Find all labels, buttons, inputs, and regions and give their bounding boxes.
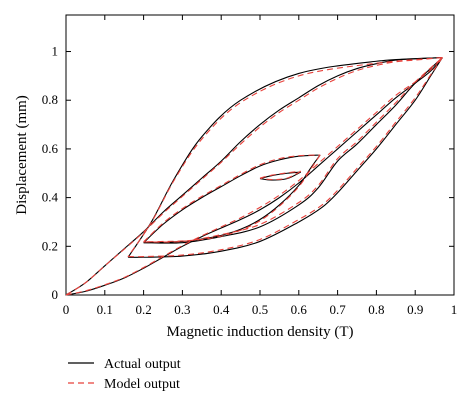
model-minor-ascending-2-curve [143, 57, 443, 243]
model-small-loop-up-curve [259, 170, 301, 179]
model-inner-loop-up-curve [143, 154, 321, 243]
y-axis-ticks: 0 0.2 0.4 0.6 0.8 1 [42, 44, 454, 302]
legend: Actual output Model output [68, 357, 181, 392]
model-inner-loop-down-curve [143, 154, 321, 243]
y-tick-label: 0.6 [42, 141, 59, 156]
y-axis-label: Displacement (mm) [14, 95, 30, 215]
actual-major-ascending-curve [65, 57, 443, 296]
plot-frame [65, 14, 455, 296]
y-tick-label: 1 [52, 44, 59, 59]
model-small-loop-down-curve [259, 170, 301, 181]
x-axis-ticks: 0 0.1 0.2 0.3 0.4 0.5 0.6 0.7 0.8 0.9 1 [63, 15, 458, 317]
actual-minor-ascending-1-curve [128, 57, 443, 258]
model-major-descending-curve [65, 57, 443, 296]
x-tick-label: 0.6 [291, 302, 308, 317]
series-actual-output [65, 57, 443, 296]
model-minor-descending-1-curve [127, 57, 443, 257]
actual-major-descending-curve [65, 57, 443, 296]
x-tick-label: 0.3 [174, 302, 190, 317]
x-tick-label: 0.2 [135, 302, 151, 317]
model-minor-ascending-1-curve [128, 57, 443, 258]
legend-label-actual: Actual output [104, 357, 181, 372]
y-tick-label: 0.8 [42, 92, 58, 107]
x-tick-label: 0.4 [213, 302, 230, 317]
model-major-ascending-curve [65, 57, 443, 296]
y-tick-label: 0.4 [42, 190, 59, 205]
x-tick-label: 0 [63, 302, 70, 317]
x-tick-label: 0.8 [368, 302, 384, 317]
actual-inner-loop-down-curve [143, 154, 321, 244]
series-layer [65, 57, 443, 296]
x-tick-label: 1 [451, 302, 458, 317]
y-tick-label: 0.2 [42, 238, 58, 253]
x-tick-label: 0.1 [97, 302, 113, 317]
y-tick-label: 0 [52, 287, 59, 302]
x-tick-label: 0.9 [407, 302, 423, 317]
actual-minor-ascending-2-curve [143, 57, 443, 244]
series-model-output [65, 57, 443, 296]
x-tick-label: 0.7 [329, 302, 346, 317]
actual-inner-loop-up-curve [143, 154, 321, 244]
x-tick-label: 0.5 [252, 302, 268, 317]
legend-label-model: Model output [104, 377, 180, 392]
x-axis-label: Magnetic induction density (T) [166, 324, 353, 340]
